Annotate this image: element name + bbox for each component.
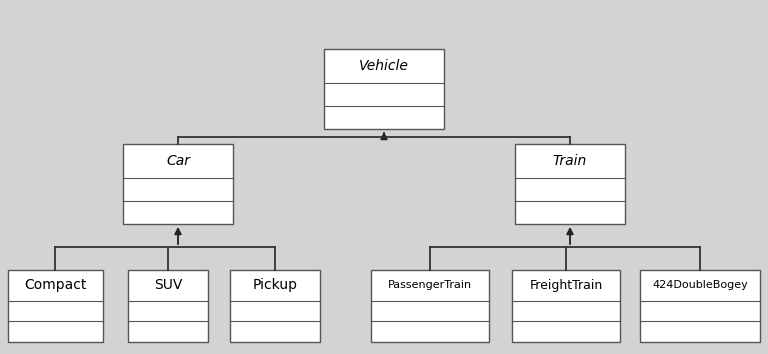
Bar xyxy=(515,144,625,224)
Bar xyxy=(128,270,208,342)
Text: PassengerTrain: PassengerTrain xyxy=(388,280,472,291)
Text: Car: Car xyxy=(166,154,190,168)
Text: FreightTrain: FreightTrain xyxy=(529,279,603,292)
Text: Train: Train xyxy=(553,154,587,168)
Bar xyxy=(230,270,320,342)
Text: 424DoubleBogey: 424DoubleBogey xyxy=(652,280,748,291)
Text: SUV: SUV xyxy=(154,279,182,292)
Bar xyxy=(512,270,620,342)
Bar xyxy=(640,270,760,342)
Bar xyxy=(123,144,233,224)
Bar xyxy=(371,270,489,342)
Text: Pickup: Pickup xyxy=(253,279,297,292)
Text: Vehicle: Vehicle xyxy=(359,59,409,73)
Bar xyxy=(324,49,444,129)
Text: Compact: Compact xyxy=(24,279,86,292)
Bar xyxy=(8,270,102,342)
